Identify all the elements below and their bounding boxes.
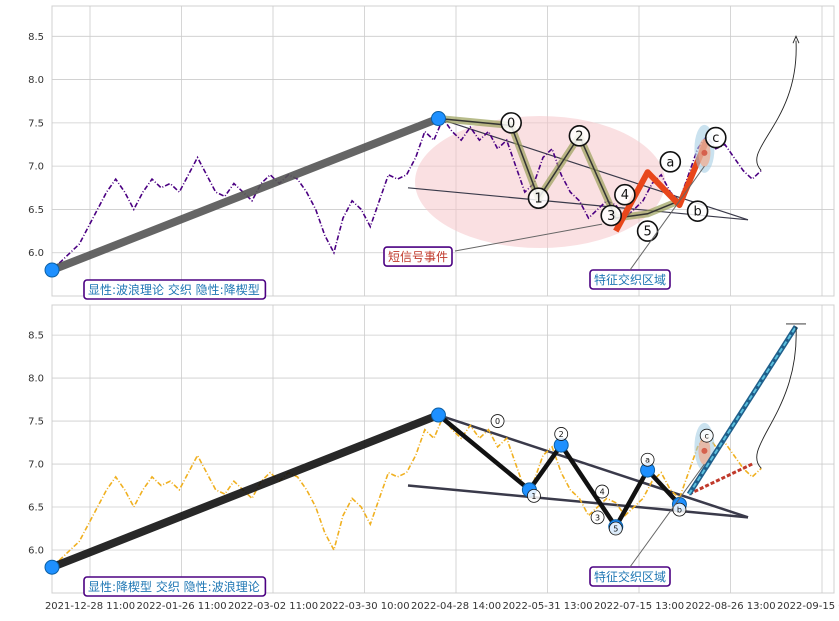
interleave-dot bbox=[701, 149, 708, 156]
x-tick-label: 2022-05-31 13:00 bbox=[502, 601, 592, 612]
x-axis: 2021-12-28 11:00 2022-01-26 11:00 2022-03-… bbox=[45, 601, 839, 612]
trend-line bbox=[48, 411, 443, 572]
annotation-box bbox=[83, 279, 267, 300]
y-tick-label: 7.5 bbox=[28, 118, 44, 129]
wave-label-circle bbox=[527, 187, 550, 209]
wave-label-text: a bbox=[645, 456, 650, 465]
wave-label-circle bbox=[686, 200, 709, 222]
y-tick-label: 6.5 bbox=[28, 205, 44, 216]
x-tick-label: 2022-04-28 14:00 bbox=[411, 601, 501, 612]
wave-label-text: a bbox=[666, 155, 674, 170]
callout-line bbox=[629, 165, 705, 271]
trend-line bbox=[48, 114, 443, 275]
wave-label-text: b bbox=[677, 506, 682, 515]
wave-label-text: 4 bbox=[600, 488, 605, 497]
wave-label-text: 3 bbox=[607, 209, 615, 224]
top-panel: 6.0 6.5 7.0 7.5 8.0 8.5 0 1 2 34 5 a b c 短信号事件特征交织区域显性… bbox=[28, 5, 835, 300]
annotation-text: 短信号事件 bbox=[388, 250, 448, 264]
wave-label-circle bbox=[568, 125, 591, 147]
wave-label-text: 3 bbox=[595, 513, 600, 522]
x-tick-label: 2022-07-15 13:00 bbox=[594, 601, 684, 612]
y-tick-label: 7.0 bbox=[28, 162, 44, 173]
x-tick-label: 2022-08-26 13:00 bbox=[685, 601, 775, 612]
wave-label-circle bbox=[527, 488, 541, 503]
interleave-dot bbox=[701, 447, 708, 454]
bottom-panel: 6.0 6.5 7.0 7.5 8.0 8.5 0 1 2 3 4 5 a b c 特征交织区域显性:降楔型 … bbox=[28, 304, 835, 597]
x-tick-label: 2022-03-30 10:00 bbox=[319, 601, 409, 612]
wave-label-text: 0 bbox=[495, 417, 500, 426]
y-tick-label: 8.5 bbox=[28, 32, 44, 43]
wave-label-circle bbox=[659, 151, 682, 173]
wave-label-text: 5 bbox=[613, 525, 618, 534]
wave-label-text: 0 bbox=[507, 116, 515, 131]
wave-label-text: 2 bbox=[575, 129, 583, 144]
y-tick-label: 6.5 bbox=[28, 503, 44, 514]
forecast-arrow bbox=[756, 326, 797, 469]
wave-label-text: 2 bbox=[559, 430, 564, 439]
wedge-lower-line bbox=[407, 484, 749, 519]
forecast-arrow bbox=[756, 40, 797, 171]
wave-label-circle bbox=[640, 452, 655, 467]
annotation-box bbox=[383, 246, 453, 267]
annotation-text: 特征交织区域 bbox=[594, 569, 666, 584]
wave-label-circle bbox=[704, 126, 727, 149]
wave-label-text: c bbox=[712, 131, 719, 146]
wave-label-text: 1 bbox=[534, 192, 542, 207]
wave-label-circle bbox=[672, 502, 687, 517]
y-tick-label: 8.5 bbox=[28, 331, 44, 342]
wave-path bbox=[437, 413, 682, 530]
y-tick-label: 8.0 bbox=[28, 374, 44, 385]
wave-label-circle bbox=[590, 510, 605, 525]
annotation-text: 显性:降楔型 交织 隐性:波浪理论 bbox=[88, 579, 260, 594]
annotation-text: 显性:波浪理论 交织 隐性:降楔型 bbox=[88, 282, 260, 297]
wave-label-circle bbox=[614, 183, 636, 206]
annotation-text: 特征交织区域 bbox=[594, 272, 666, 287]
wave-marker bbox=[44, 559, 60, 575]
x-tick-label: 2022-09-15 09:00 bbox=[777, 601, 839, 612]
wave-label-text: 4 bbox=[621, 188, 629, 203]
callout-line bbox=[454, 223, 603, 252]
wave-label-circle bbox=[554, 427, 569, 441]
wave-label-text: 5 bbox=[643, 225, 651, 240]
wave-label-circle bbox=[595, 484, 610, 499]
wave-label-text: c bbox=[704, 432, 708, 441]
wave-label-text: b bbox=[693, 205, 701, 220]
wave-label-circle bbox=[600, 204, 623, 227]
wave-label-circle bbox=[490, 414, 505, 428]
wave-marker bbox=[430, 407, 446, 423]
y-tick-label: 8.0 bbox=[28, 75, 44, 86]
wave-marker bbox=[430, 111, 446, 127]
y-tick-label: 6.0 bbox=[28, 546, 44, 557]
y-tick-label: 7.5 bbox=[28, 417, 44, 428]
price-series bbox=[51, 116, 762, 271]
x-tick-label: 2022-01-26 11:00 bbox=[136, 601, 226, 612]
y-tick-label: 7.0 bbox=[28, 460, 44, 471]
x-tick-label: 2021-12-28 11:00 bbox=[45, 601, 135, 612]
annotation-box bbox=[83, 576, 267, 597]
forecast-up-dash bbox=[688, 325, 797, 495]
wave-label-circle bbox=[608, 521, 623, 536]
wave-marker bbox=[44, 262, 60, 278]
y-tick-label: 6.0 bbox=[28, 248, 44, 259]
arrow-head bbox=[792, 35, 800, 44]
callout-line bbox=[629, 463, 705, 568]
wave-label-circle bbox=[699, 428, 714, 443]
highlight-ellipse bbox=[415, 116, 665, 248]
x-tick-label: 2022-03-02 11:00 bbox=[228, 601, 318, 612]
wave-label-text: 1 bbox=[531, 492, 536, 501]
price-series bbox=[51, 415, 762, 568]
wave-label-circle bbox=[500, 112, 522, 134]
